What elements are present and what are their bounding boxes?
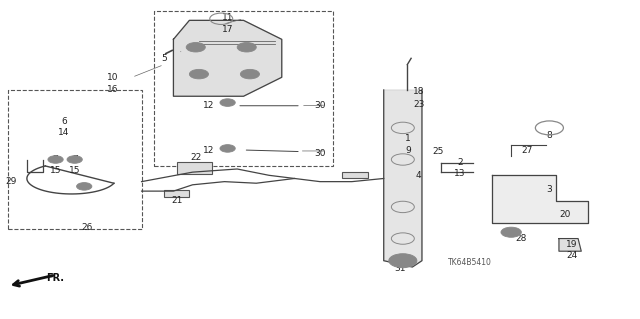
Circle shape bbox=[48, 156, 63, 163]
Text: 20: 20 bbox=[559, 210, 571, 219]
Text: 6: 6 bbox=[61, 117, 67, 126]
Text: 10: 10 bbox=[107, 73, 118, 82]
Polygon shape bbox=[559, 239, 581, 251]
Text: 24: 24 bbox=[566, 251, 577, 260]
Bar bbox=[8, 90, 141, 229]
Text: 26: 26 bbox=[82, 223, 93, 232]
Text: 30: 30 bbox=[314, 149, 326, 158]
Text: 12: 12 bbox=[203, 145, 214, 154]
Text: FR.: FR. bbox=[46, 273, 64, 283]
Text: 15: 15 bbox=[69, 166, 81, 175]
Circle shape bbox=[189, 69, 209, 79]
Text: 1: 1 bbox=[405, 134, 411, 144]
Polygon shape bbox=[384, 90, 422, 267]
Circle shape bbox=[237, 42, 256, 52]
Text: 13: 13 bbox=[454, 169, 466, 178]
Text: 7: 7 bbox=[72, 155, 77, 164]
Text: 8: 8 bbox=[547, 131, 552, 140]
Text: 23: 23 bbox=[413, 100, 424, 109]
Circle shape bbox=[220, 99, 236, 106]
Circle shape bbox=[186, 42, 205, 52]
Polygon shape bbox=[492, 175, 588, 223]
Circle shape bbox=[67, 156, 83, 163]
Text: 11: 11 bbox=[222, 13, 234, 22]
Circle shape bbox=[389, 254, 417, 268]
Text: 28: 28 bbox=[515, 234, 527, 243]
Text: 22: 22 bbox=[190, 153, 202, 162]
Text: 18: 18 bbox=[413, 87, 424, 96]
Circle shape bbox=[501, 227, 522, 237]
Circle shape bbox=[241, 69, 259, 79]
Text: 15: 15 bbox=[50, 166, 61, 175]
Polygon shape bbox=[173, 20, 282, 96]
Text: 5: 5 bbox=[161, 54, 167, 63]
Text: 9: 9 bbox=[405, 145, 411, 154]
Bar bbox=[177, 162, 212, 174]
Circle shape bbox=[220, 145, 236, 152]
Text: 17: 17 bbox=[222, 25, 234, 34]
Text: 3: 3 bbox=[547, 185, 552, 194]
Bar bbox=[164, 189, 189, 197]
Text: 14: 14 bbox=[58, 128, 70, 137]
Text: 25: 25 bbox=[432, 147, 444, 156]
Text: 16: 16 bbox=[107, 85, 118, 94]
Text: 30: 30 bbox=[314, 101, 326, 110]
Text: 12: 12 bbox=[203, 101, 214, 110]
Text: 4: 4 bbox=[416, 171, 422, 180]
Text: 29: 29 bbox=[5, 177, 17, 186]
Circle shape bbox=[77, 182, 92, 190]
Text: 2: 2 bbox=[458, 158, 463, 167]
Text: TK64B5410: TK64B5410 bbox=[448, 258, 492, 267]
Bar bbox=[342, 172, 368, 178]
Text: 21: 21 bbox=[171, 196, 182, 205]
Text: 19: 19 bbox=[566, 241, 577, 249]
Text: 7: 7 bbox=[52, 155, 58, 164]
Bar bbox=[154, 11, 333, 166]
Text: 31: 31 bbox=[394, 264, 405, 273]
Text: 27: 27 bbox=[522, 145, 532, 154]
